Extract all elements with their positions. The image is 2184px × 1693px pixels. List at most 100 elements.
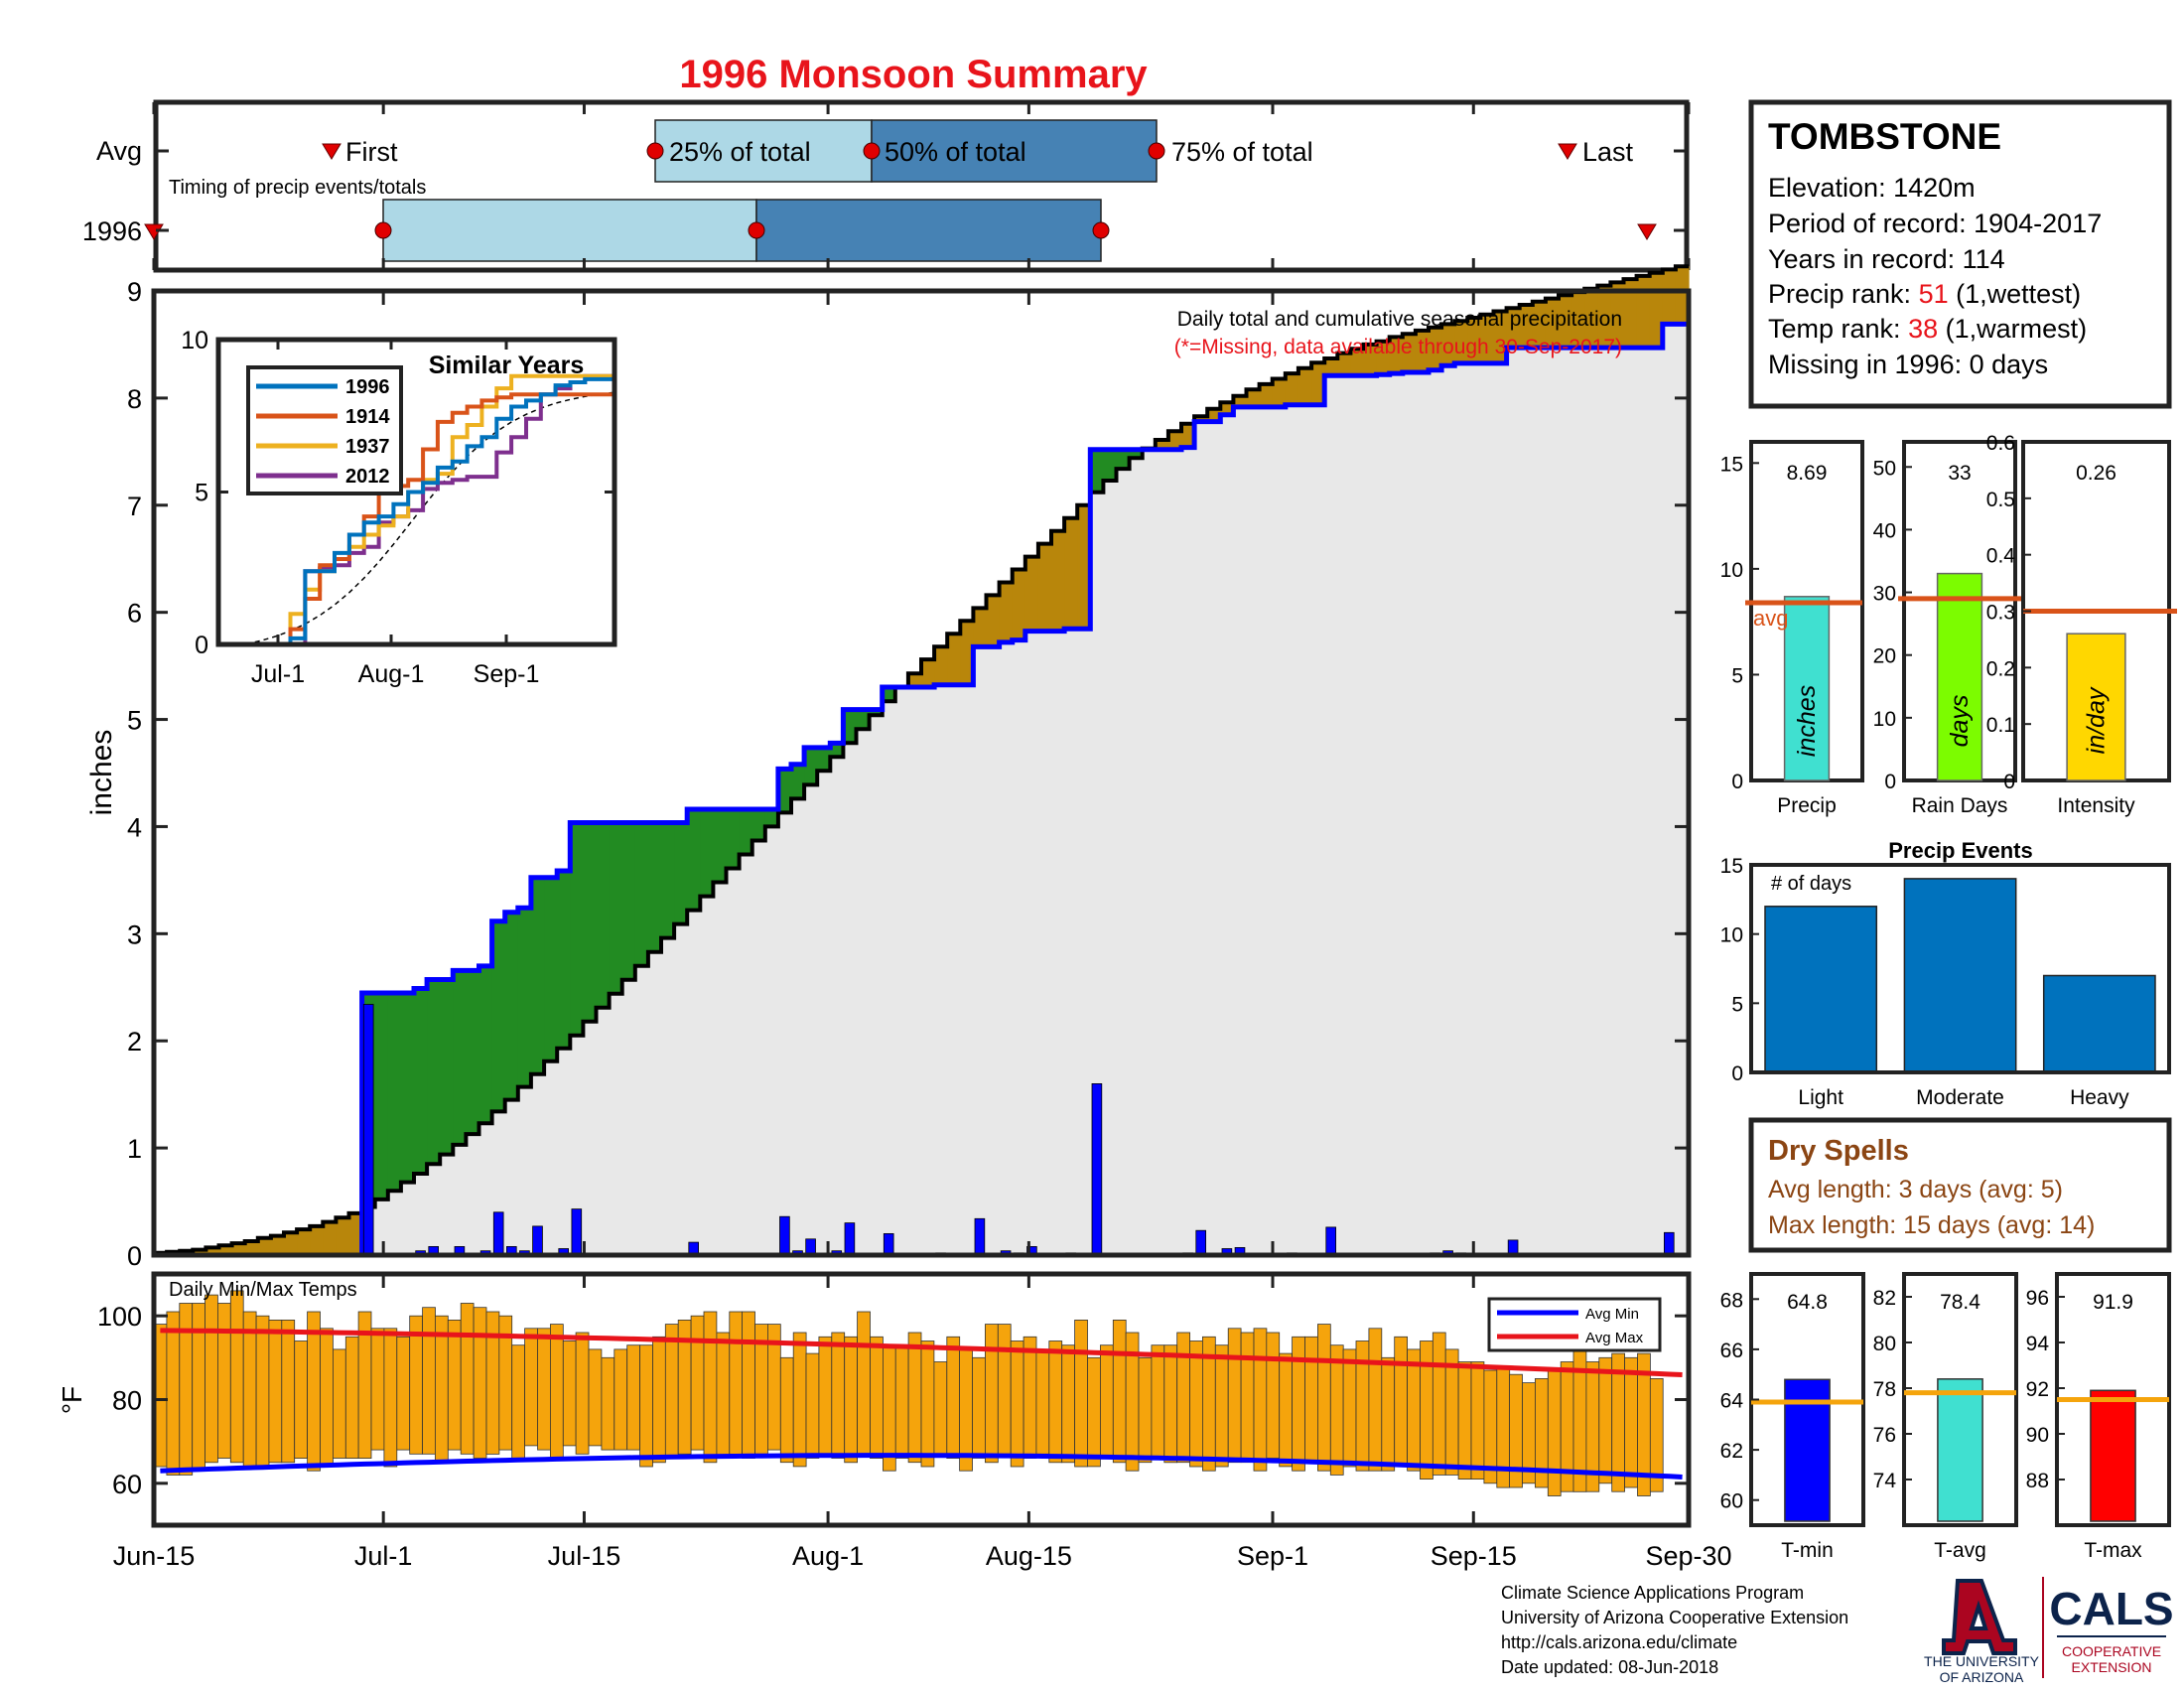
precip-tick-label: 10 bbox=[1720, 559, 1743, 582]
inset-legend-1914: 1914 bbox=[345, 406, 390, 428]
daily-temp-bar bbox=[1241, 1333, 1254, 1463]
footer-line-2: University of Arizona Cooperative Extens… bbox=[1501, 1606, 1848, 1630]
tmin-tick-label: 60 bbox=[1720, 1490, 1743, 1513]
intensity-tick-label: 0 bbox=[2003, 771, 2015, 793]
daily-temp-bar bbox=[1177, 1333, 1190, 1463]
footer-line-3[interactable]: http://cals.arizona.edu/climate bbox=[1501, 1630, 1848, 1655]
surplus-segment bbox=[518, 908, 532, 1086]
surplus-segment bbox=[414, 989, 428, 1175]
daily-temp-bar bbox=[1100, 1345, 1113, 1459]
tmax-bar bbox=[2091, 1390, 2135, 1521]
tmax-tick-label: 94 bbox=[2026, 1333, 2050, 1355]
daily-temp-bar bbox=[883, 1345, 895, 1472]
daily-temp-bar bbox=[704, 1312, 717, 1463]
daily-precip-bar bbox=[845, 1223, 855, 1255]
event-bar-light bbox=[1765, 907, 1876, 1072]
date-tick-label: Jul-1 bbox=[354, 1541, 413, 1571]
daily-temp-bar bbox=[858, 1312, 871, 1454]
deficit-segment bbox=[947, 634, 961, 685]
temp-y-tick-label: 60 bbox=[112, 1470, 142, 1499]
daily-temp-bar bbox=[743, 1312, 755, 1459]
daily-temp-bar bbox=[1293, 1337, 1305, 1471]
station-elevation: Elevation: 1420m bbox=[1768, 173, 1976, 203]
surplus-segment bbox=[610, 823, 623, 994]
ua-text-1: THE UNIVERSITY bbox=[1924, 1653, 2040, 1669]
daily-temp-bar bbox=[1305, 1337, 1318, 1463]
surplus-segment bbox=[557, 871, 571, 1049]
deficit-segment bbox=[271, 1236, 285, 1255]
daily-temp-bar bbox=[1024, 1337, 1036, 1458]
deficit-segment bbox=[258, 1238, 272, 1255]
intensity-tick-label: 0.4 bbox=[1986, 545, 2016, 568]
daily-precip-bar bbox=[363, 1005, 373, 1256]
inset-x-tick-label: Aug-1 bbox=[358, 660, 425, 688]
precip-unit: inches bbox=[1793, 685, 1821, 757]
daily-temp-bar bbox=[871, 1337, 884, 1458]
daily-temp-bar bbox=[423, 1308, 436, 1455]
intensity-tick-label: 0.3 bbox=[1986, 602, 2015, 625]
inset-legend: 1996 1914 1937 2012 bbox=[248, 367, 401, 494]
daily-temp-bar bbox=[1267, 1333, 1280, 1459]
deficit-segment bbox=[284, 1232, 298, 1255]
event-y-tick-label: 5 bbox=[1731, 993, 1743, 1016]
intensity-tick-label: 0.5 bbox=[1986, 489, 2015, 511]
tmax-value: 91.9 bbox=[2093, 1291, 2133, 1314]
deficit-segment bbox=[1298, 368, 1312, 405]
daily-temp-bar bbox=[1408, 1349, 1421, 1471]
raindays-tick-label: 20 bbox=[1873, 645, 1896, 668]
daily-temp-bar bbox=[205, 1295, 218, 1463]
daily-temp-bar bbox=[589, 1349, 602, 1446]
main-note-2: (*=Missing, data available through 30-Se… bbox=[1174, 336, 1622, 358]
daily-temp-bar bbox=[230, 1291, 243, 1463]
daily-temp-bar bbox=[1471, 1362, 1484, 1480]
date-tick-label: Sep-15 bbox=[1431, 1541, 1517, 1571]
daily-temp-bar bbox=[397, 1337, 410, 1450]
daily-temp-bar bbox=[947, 1337, 960, 1458]
inset-y-tick-label: 0 bbox=[195, 632, 208, 659]
raindays-tick-label: 40 bbox=[1873, 519, 1896, 542]
y-tick-label: 5 bbox=[127, 706, 142, 736]
daily-temp-bar bbox=[525, 1329, 538, 1446]
tmin-value: 64.8 bbox=[1787, 1291, 1828, 1314]
events-ylabel: # of days bbox=[1771, 873, 1851, 895]
raindays-tick-label: 0 bbox=[1884, 771, 1896, 793]
dry-title: Dry Spells bbox=[1768, 1135, 1909, 1167]
daily-temp-bar bbox=[1088, 1357, 1101, 1467]
precip-value: 8.69 bbox=[1787, 462, 1828, 485]
tmin-tick-label: 68 bbox=[1720, 1289, 1743, 1312]
dry-line-2: Max length: 15 days (avg: 14) bbox=[1768, 1211, 2095, 1239]
daily-temp-bar bbox=[550, 1325, 563, 1459]
deficit-segment bbox=[297, 1229, 311, 1255]
inset-y-tick-label: 5 bbox=[195, 480, 208, 507]
temp-y-tick-label: 100 bbox=[97, 1302, 142, 1332]
daily-temp-bar bbox=[653, 1337, 666, 1463]
inset-legend-2012: 2012 bbox=[345, 466, 390, 488]
deficit-segment bbox=[973, 608, 987, 646]
ua-logo: THE UNIVERSITY OF ARIZONA bbox=[1924, 1577, 2043, 1685]
year-q50-marker bbox=[1093, 222, 1109, 238]
surplus-segment bbox=[401, 993, 415, 1183]
surplus-segment bbox=[466, 970, 479, 1134]
daily-temp-bar bbox=[717, 1333, 730, 1459]
deficit-segment bbox=[1286, 373, 1299, 405]
year-q25-box bbox=[383, 200, 756, 261]
daily-temp-bar bbox=[640, 1345, 653, 1467]
station-info: TOMBSTONE Elevation: 1420m Period of rec… bbox=[1751, 102, 2169, 406]
daily-precip-bar bbox=[1664, 1232, 1674, 1255]
daily-temp-bar bbox=[435, 1316, 448, 1463]
precip-avg-label: avg bbox=[1753, 606, 1788, 631]
daily-temp-bar bbox=[474, 1308, 486, 1459]
station-name: TOMBSTONE bbox=[1768, 116, 2001, 157]
event-y-tick-label: 15 bbox=[1720, 855, 1743, 878]
station-precip-rank: Precip rank: 51 (1,wettest) bbox=[1768, 279, 2081, 309]
precip-label: Precip bbox=[1777, 794, 1837, 817]
surplus-segment bbox=[388, 993, 402, 1191]
daily-temp-bar bbox=[1548, 1370, 1561, 1496]
daily-temp-bar bbox=[691, 1316, 704, 1450]
tavg-tick-label: 76 bbox=[1873, 1424, 1896, 1447]
daily-temp-bar bbox=[602, 1357, 614, 1450]
